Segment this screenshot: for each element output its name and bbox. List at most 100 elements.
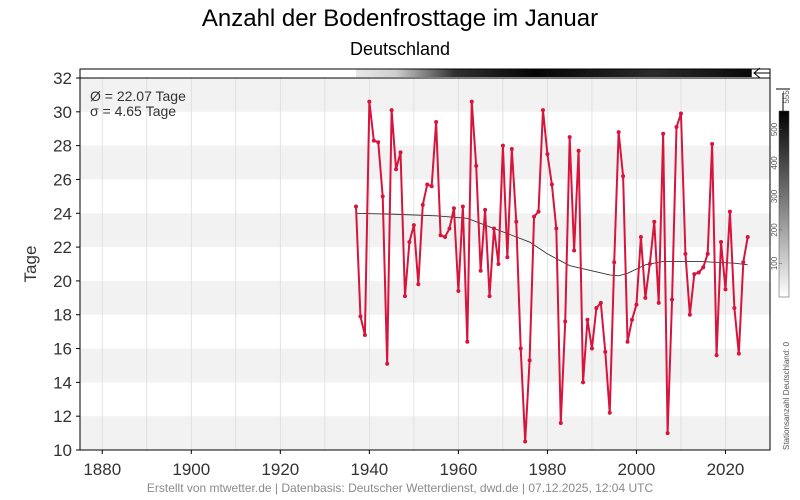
- chart-subtitle: Deutschland: [349, 39, 451, 59]
- data-point: [558, 420, 563, 425]
- data-point: [527, 358, 532, 363]
- data-point: [643, 295, 648, 300]
- data-point: [594, 305, 599, 310]
- data-point: [460, 204, 465, 209]
- y-tick-label: 16: [53, 340, 72, 359]
- x-tick-label: 1960: [439, 460, 477, 479]
- strip-arrow-icon: [753, 67, 770, 79]
- data-point: [705, 251, 710, 256]
- data-point: [741, 260, 746, 265]
- data-point: [478, 268, 483, 273]
- data-point: [500, 143, 505, 148]
- background-band: [80, 78, 770, 112]
- data-point: [540, 108, 545, 113]
- y-tick-label: 12: [53, 407, 72, 426]
- data-point: [696, 270, 701, 275]
- background-band: [80, 280, 770, 315]
- data-point: [652, 219, 657, 224]
- data-point: [451, 206, 456, 211]
- y-tick-label: 20: [53, 272, 72, 291]
- data-point: [719, 240, 724, 245]
- data-point: [474, 163, 479, 168]
- data-point: [545, 152, 550, 157]
- plot-background-bands: [80, 78, 770, 450]
- colorbar-tick-label: 300: [770, 189, 779, 203]
- data-point: [567, 135, 572, 140]
- data-point: [429, 184, 434, 189]
- data-point: [487, 294, 492, 299]
- data-point: [656, 300, 661, 305]
- data-point: [670, 297, 675, 302]
- x-tick-label: 1900: [172, 460, 210, 479]
- y-axis-ticks: 10 12 14 16 18 20 22 24 26 28 30 32: [53, 69, 80, 460]
- y-tick-label: 18: [53, 306, 72, 325]
- data-point: [710, 141, 715, 146]
- x-tick-label: 1980: [529, 460, 567, 479]
- data-point: [727, 209, 732, 214]
- data-point: [661, 131, 666, 136]
- data-point: [554, 226, 559, 231]
- x-tick-label: 2020: [707, 460, 745, 479]
- y-tick-label: 22: [53, 238, 72, 257]
- station-colorbar-gradient: [778, 110, 790, 298]
- data-point: [411, 223, 416, 228]
- data-point: [367, 99, 372, 104]
- station-colorbar-max-label: 555: [782, 90, 791, 104]
- data-point: [469, 99, 474, 104]
- data-point: [736, 351, 741, 356]
- data-point: [585, 317, 590, 322]
- data-point: [634, 302, 639, 307]
- data-point: [665, 431, 670, 436]
- data-point: [630, 317, 634, 322]
- data-point: [572, 248, 577, 253]
- data-point: [371, 138, 376, 143]
- x-tick-label: 1880: [83, 460, 121, 479]
- data-point: [678, 111, 683, 116]
- data-point: [692, 272, 697, 277]
- data-point: [621, 174, 626, 179]
- data-point: [683, 251, 688, 256]
- colorbar-tick-label: 100: [770, 256, 779, 270]
- data-point: [563, 319, 568, 324]
- data-point: [638, 234, 643, 239]
- colorbar-tick-label: 500: [770, 122, 779, 136]
- x-tick-label: 2000: [618, 460, 656, 479]
- footer-credit: Erstellt von mtwetter.de | Datenbasis: D…: [146, 481, 654, 495]
- data-point: [362, 333, 367, 338]
- data-point: [714, 353, 719, 358]
- data-point: [603, 349, 608, 354]
- data-point: [612, 260, 617, 265]
- data-point: [518, 346, 523, 351]
- data-point: [514, 219, 519, 224]
- y-tick-label: 28: [53, 137, 72, 156]
- x-tick-label: 1920: [261, 460, 299, 479]
- chart-title: Anzahl der Bodenfrosttage im Januar: [201, 5, 599, 32]
- colorbar-tick-label: 400: [770, 156, 779, 170]
- data-point: [607, 410, 612, 415]
- data-point: [616, 130, 621, 135]
- y-tick-label: 10: [53, 441, 72, 460]
- colorbar-tick-label: 200: [770, 223, 779, 237]
- data-point: [389, 108, 394, 113]
- data-point: [394, 167, 399, 172]
- stddev-annotation: σ = 4.65 Tage: [90, 103, 176, 119]
- data-point: [358, 314, 363, 319]
- data-point: [523, 439, 528, 444]
- mean-annotation: Ø = 22.07 Tage: [90, 88, 186, 104]
- y-tick-label: 14: [53, 373, 72, 392]
- x-tick-label: 1940: [350, 460, 388, 479]
- data-point: [532, 214, 537, 219]
- trend-line: [355, 212, 748, 277]
- data-point: [385, 361, 390, 366]
- y-tick-label: 30: [53, 103, 72, 122]
- data-point: [581, 380, 586, 385]
- data-point: [723, 287, 728, 292]
- data-point: [492, 226, 496, 231]
- data-point: [483, 207, 488, 212]
- data-point: [407, 240, 412, 245]
- data-point: [625, 339, 630, 344]
- data-point: [549, 182, 554, 187]
- data-point: [380, 194, 385, 199]
- station-count-strip: [356, 69, 752, 77]
- y-axis-label: Tage: [21, 246, 40, 283]
